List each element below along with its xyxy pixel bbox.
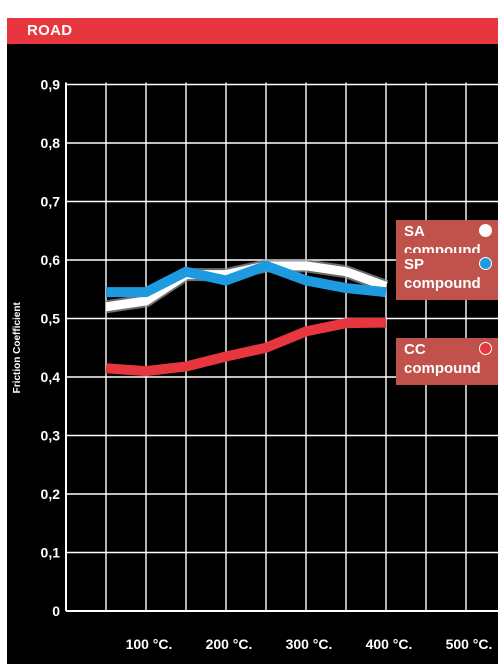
legend-code: CC: [404, 341, 426, 358]
x-tick-label: 300 °C.: [286, 636, 333, 652]
y-tick-label: 0,4: [41, 369, 61, 385]
legend-marker-icon: [479, 257, 492, 270]
y-tick-label: 0,1: [41, 545, 61, 561]
plot-area: 0 0,1 0,2 0,3 0,4 0,5 0,6 0,7 0,8 0,9 100 °C. 200 °…: [7, 44, 498, 664]
y-tick-label: 0,6: [41, 252, 61, 268]
legend-label: compound: [404, 275, 481, 292]
chart-title: ROAD: [27, 22, 73, 39]
x-tick-label: 400 °C.: [366, 636, 413, 652]
y-tick-label: 0,9: [41, 77, 61, 93]
legend-marker-icon: [479, 342, 492, 355]
series-line-2: [105, 317, 387, 377]
y-tick-label: 0,3: [41, 428, 61, 444]
line-chart: 0 0,1 0,2 0,3 0,4 0,5 0,6 0,7 0,8 0,9 100 °C. 200 °…: [12, 77, 498, 652]
series-line-1: [106, 260, 387, 298]
y-tick-label: 0,5: [41, 311, 61, 327]
x-tick-label: 200 °C.: [206, 636, 253, 652]
x-tick-label: 500 °C.: [446, 636, 493, 652]
legend-marker-icon: [479, 224, 492, 237]
legend-item-sp: SP compound: [396, 253, 498, 300]
chart-header: ROAD: [7, 18, 498, 44]
y-tick-label: 0,8: [41, 135, 61, 151]
y-tick-label: 0: [52, 603, 60, 619]
legend-item-cc: CC compound: [396, 338, 498, 385]
y-tick-label: 0,7: [41, 194, 61, 210]
y-tick-label: 0,2: [41, 486, 61, 502]
x-tick-label: 100 °C.: [126, 636, 173, 652]
legend-code: SA: [404, 223, 425, 240]
legend-label: compound: [404, 360, 481, 377]
y-axis-label: Friction Coefficient: [12, 302, 23, 394]
legend-code: SP: [404, 256, 425, 273]
